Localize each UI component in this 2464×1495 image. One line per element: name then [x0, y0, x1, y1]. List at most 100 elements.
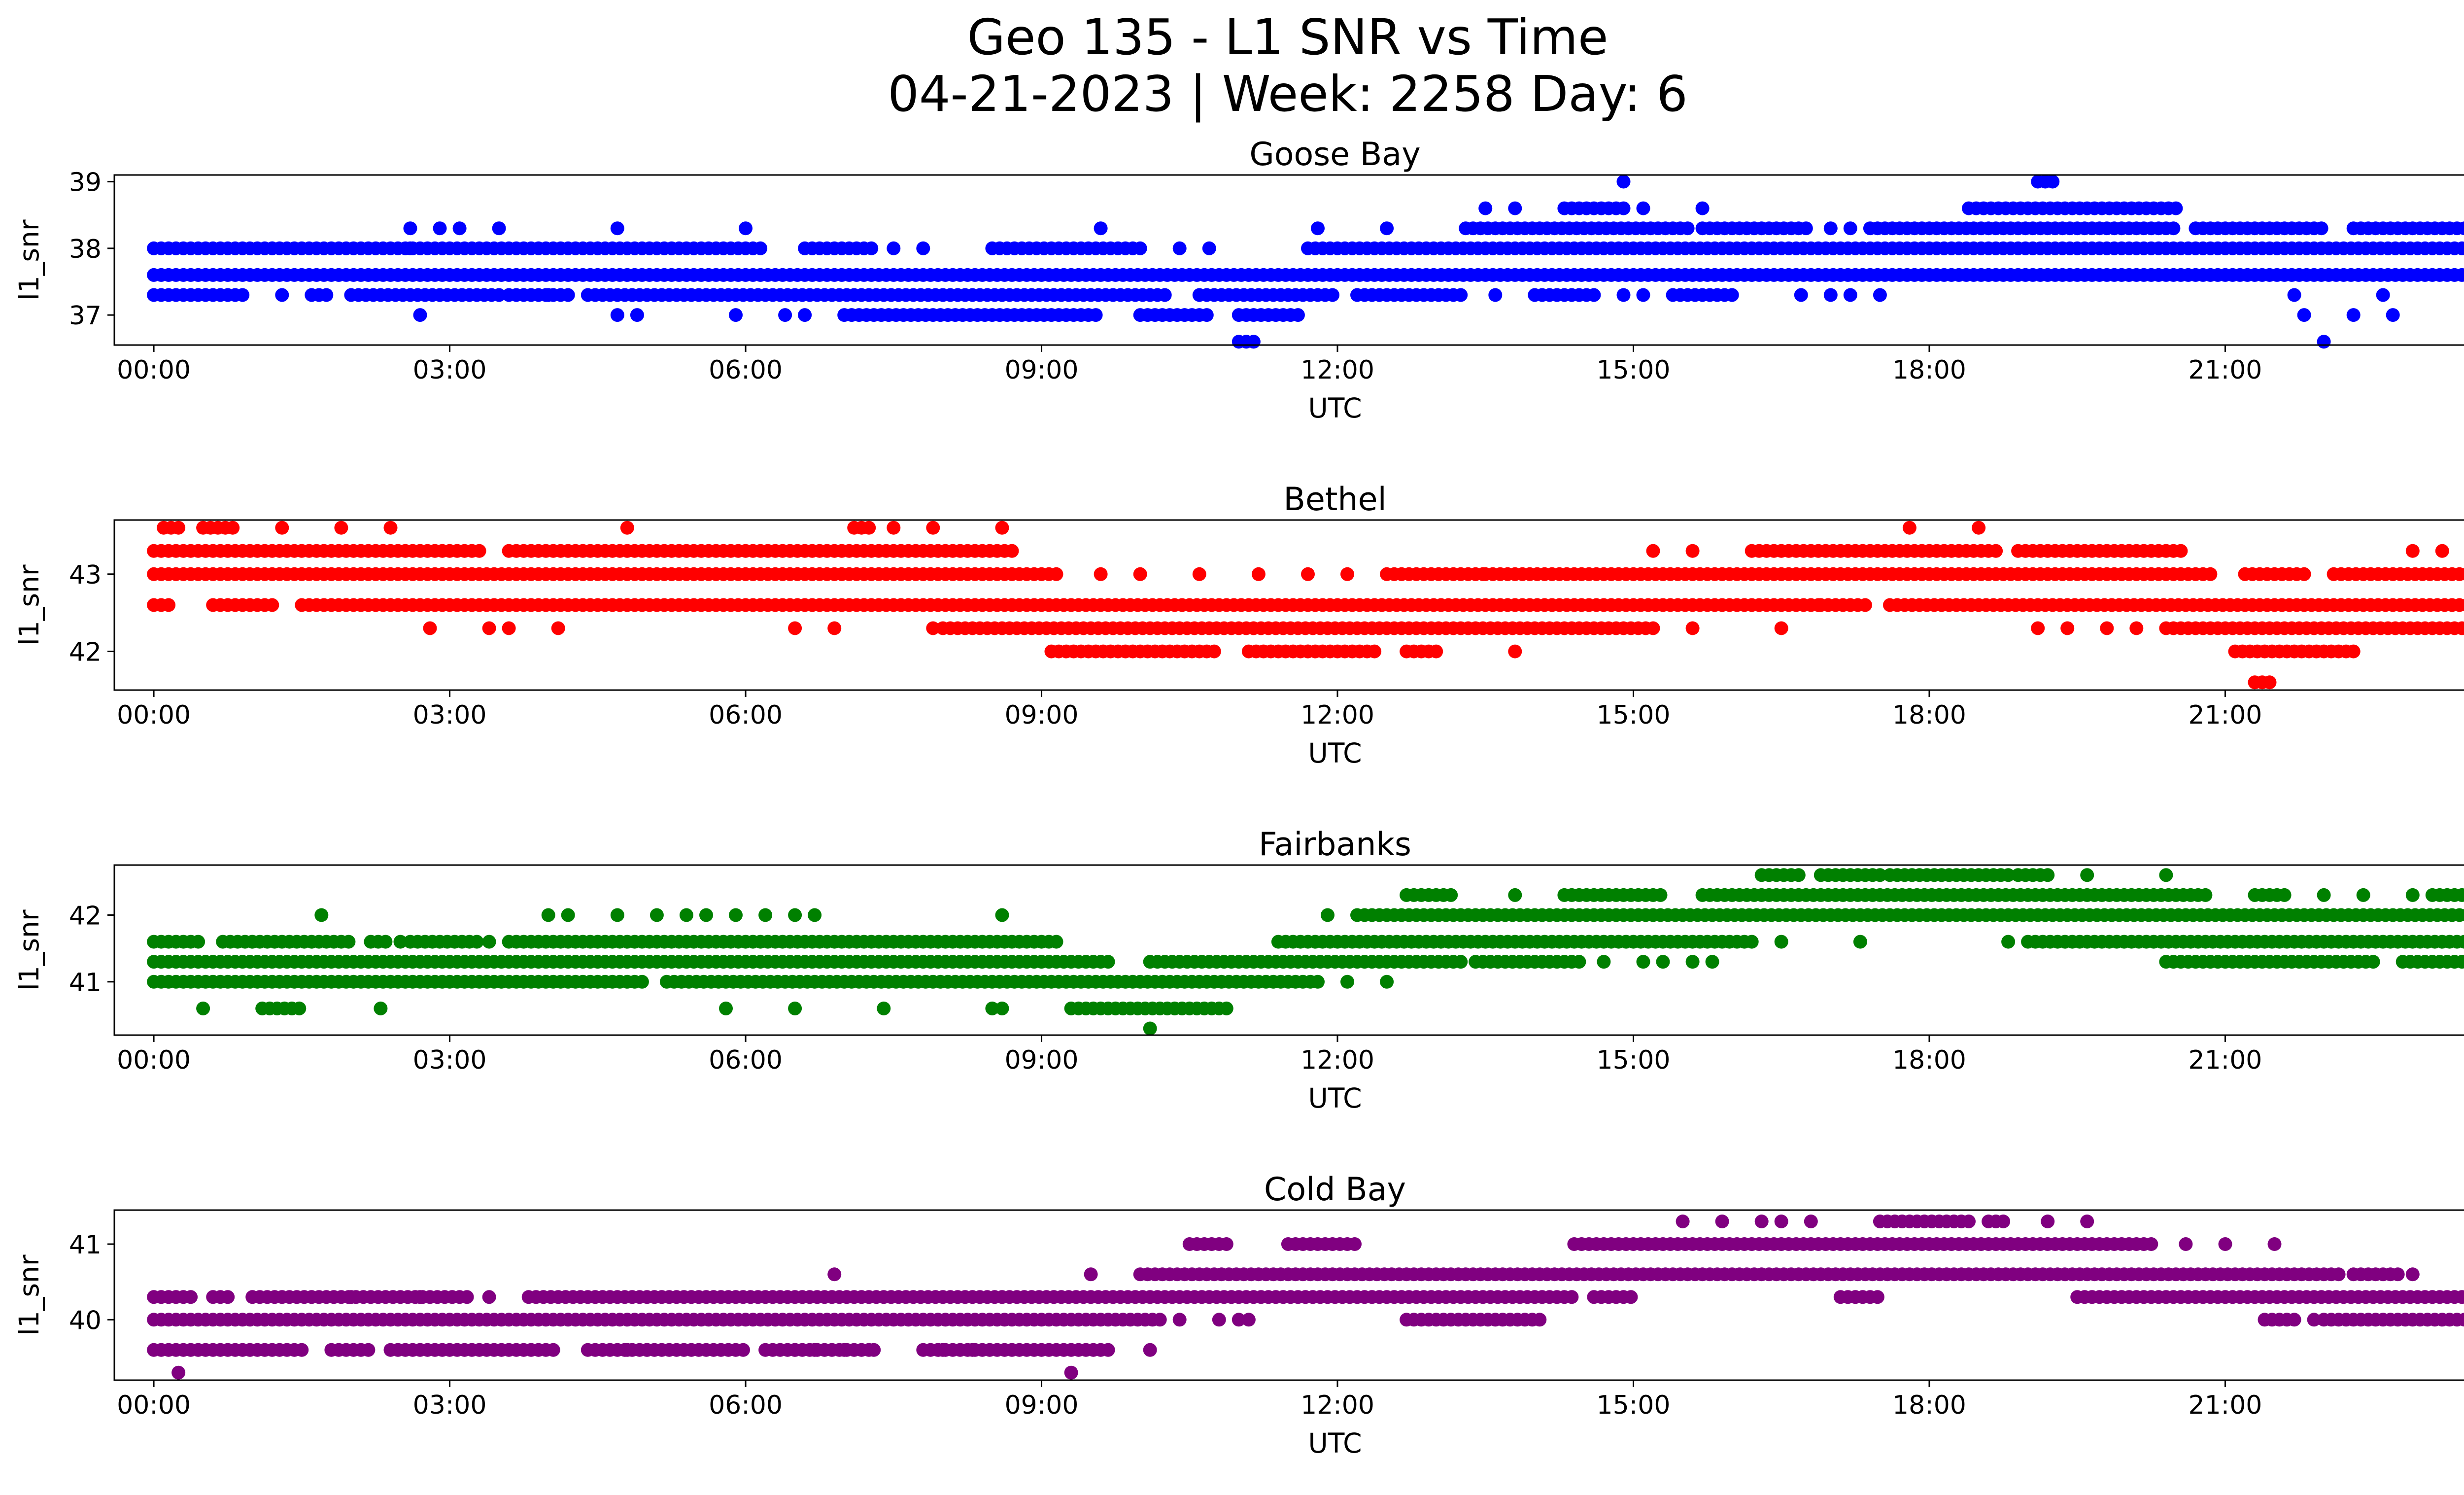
y-tick-label: 42 [69, 638, 102, 667]
data-point [361, 1343, 376, 1357]
data-point [1636, 955, 1650, 969]
data-point [2287, 1313, 2301, 1327]
data-point [393, 935, 408, 949]
data-point [2405, 888, 2420, 902]
data-point [403, 221, 417, 236]
data-point [610, 221, 624, 236]
data-point [2159, 868, 2173, 882]
data-point [2455, 955, 2464, 969]
data-point [1326, 288, 1339, 302]
y-tick-label: 43 [69, 560, 102, 590]
x-tick-label: 09:00 [1005, 1045, 1079, 1075]
data-point [492, 221, 506, 236]
data-point [2317, 335, 2331, 349]
y-axis-label: l1_snr [13, 564, 45, 645]
data-point [472, 544, 486, 558]
data-point [1572, 955, 1586, 969]
data-point [1301, 567, 1315, 581]
y-tick-label: 37 [69, 301, 102, 331]
data-point [2405, 544, 2420, 558]
data-point [162, 598, 176, 612]
data-point [1533, 1313, 1547, 1327]
data-point [1089, 308, 1103, 322]
data-point [936, 1343, 950, 1357]
data-point [2174, 544, 2188, 558]
x-tick-label: 06:00 [709, 355, 783, 385]
data-point [1843, 221, 1857, 236]
data-point [2457, 221, 2464, 236]
data-point [1616, 201, 1631, 215]
data-point [2218, 1237, 2232, 1251]
data-point [788, 621, 802, 635]
data-point [1774, 1215, 1788, 1228]
data-point [864, 241, 879, 255]
data-point [630, 308, 644, 322]
x-tick-label: 21:00 [2189, 1391, 2262, 1420]
x-tick-label: 18:00 [1892, 700, 1966, 730]
x-tick-label: 12:00 [1300, 355, 1374, 385]
y-axis-label: l1_snr [13, 1254, 45, 1335]
data-point [1478, 201, 1493, 215]
data-point [1094, 221, 1108, 236]
data-point [2166, 221, 2181, 236]
panel-cold-bay: Cold Bay 00:00 03:00 06:00 09:00 12:00 15:00 18… [13, 1171, 2464, 1459]
data-point [1565, 1290, 1579, 1304]
x-tick-label: 00:00 [117, 355, 191, 385]
data-point [2080, 868, 2094, 882]
data-point [1597, 955, 1611, 969]
data-point [2455, 1290, 2464, 1304]
data-point [635, 974, 649, 989]
data-point [1646, 544, 1660, 558]
data-point [561, 908, 575, 922]
y-tick-label: 41 [69, 968, 102, 998]
data-point [1101, 955, 1115, 969]
data-point [383, 521, 398, 535]
x-tick-label: 09:00 [1005, 355, 1079, 385]
data-point [640, 1343, 654, 1357]
data-point [502, 621, 516, 635]
x-tick-label: 03:00 [413, 1391, 487, 1420]
data-point [2391, 1267, 2405, 1282]
data-point [877, 1001, 891, 1015]
data-point [196, 1001, 210, 1015]
data-point [1745, 935, 1759, 949]
x-tick-label: 15:00 [1597, 1391, 1671, 1420]
data-point [1064, 1365, 1078, 1380]
data-point [699, 908, 713, 922]
data-point [620, 1343, 634, 1357]
data-point [1902, 521, 1916, 535]
data-point [226, 521, 240, 535]
data-point [758, 908, 773, 922]
data-point [1843, 288, 1857, 302]
y-tick-label: 38 [69, 235, 102, 264]
x-tick-label: 15:00 [1597, 700, 1671, 730]
data-point [1636, 201, 1650, 215]
data-point [808, 908, 822, 922]
data-point [887, 521, 901, 535]
panel-fairbanks: Fairbanks 00:00 03:00 06:00 09:00 12:00 15:00 1… [13, 826, 2464, 1114]
panel-title: Fairbanks [1259, 826, 1411, 863]
data-point [1587, 288, 1601, 302]
data-point [798, 308, 812, 322]
data-point [1996, 1215, 2011, 1228]
data-point [719, 1001, 733, 1015]
data-point [2277, 888, 2292, 902]
data-point [470, 935, 484, 949]
data-point [292, 1001, 307, 1015]
data-point [1219, 1237, 1233, 1251]
x-tick-label: 15:00 [1597, 355, 1671, 385]
data-point [2455, 241, 2464, 255]
data-point [1754, 1215, 1769, 1228]
data-point [561, 288, 575, 302]
data-point [2462, 271, 2464, 279]
x-tick-label: 18:00 [1892, 1391, 1966, 1420]
data-point [2001, 935, 2016, 949]
data-point [221, 1290, 235, 1304]
data-point [1049, 935, 1063, 949]
data-point [1804, 1215, 1818, 1228]
data-point [736, 1343, 750, 1357]
data-point [1094, 567, 1108, 581]
data-point [1348, 1237, 1362, 1251]
data-point [1199, 308, 1214, 322]
